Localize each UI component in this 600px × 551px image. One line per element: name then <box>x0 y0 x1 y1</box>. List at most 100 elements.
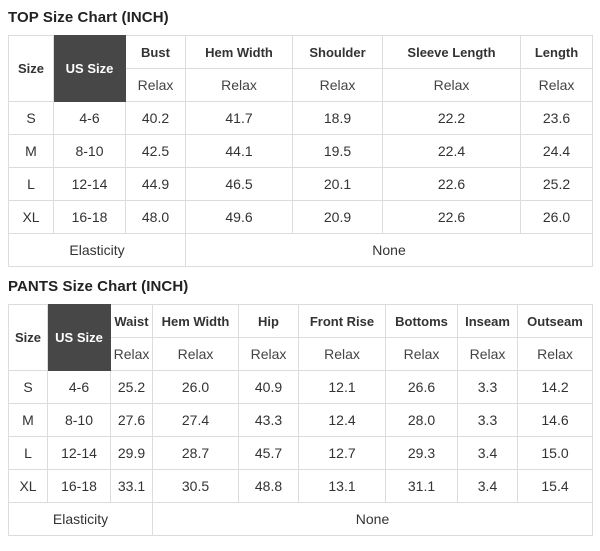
elasticity-label-cell: Elasticity <box>8 502 153 536</box>
header-row: Size US Size Bust Hem Width Shoulder Sleeve… <box>8 35 593 102</box>
measurement-cell: 29.3 <box>385 436 458 470</box>
measure-column-header: Sleeve Length <box>382 35 521 69</box>
measurement-cell: 44.9 <box>125 167 186 201</box>
measurement-cell: 22.2 <box>382 101 521 135</box>
measurement-cell: 3.4 <box>457 469 518 503</box>
measure-column-header: Outseam <box>517 304 593 338</box>
top-size-chart-section: TOP Size Chart (INCH) Size US Size Bust H… <box>8 0 593 267</box>
top-size-table: Size US Size Bust Hem Width Shoulder Sleeve… <box>8 35 593 267</box>
measure-column-header: Bottoms <box>385 304 458 338</box>
size-cell: S <box>8 370 48 404</box>
us-size-cell: 16-18 <box>47 469 111 503</box>
measurement-cell: 46.5 <box>185 167 293 201</box>
elasticity-value-cell: None <box>152 502 593 536</box>
us-size-cell: 16-18 <box>53 200 126 234</box>
us-size-cell: 8-10 <box>47 403 111 437</box>
size-row: L 12-14 29.9 28.7 45.7 12.7 29.3 3.4 15.0 <box>8 436 593 470</box>
measure-column-header: Shoulder <box>292 35 383 69</box>
measurement-cell: 26.0 <box>152 370 239 404</box>
measurement-cell: 15.0 <box>517 436 593 470</box>
measurement-cell: 18.9 <box>292 101 383 135</box>
elasticity-label-cell: Elasticity <box>8 233 186 267</box>
measurement-cell: 19.5 <box>292 134 383 168</box>
size-row: S 4-6 25.2 26.0 40.9 12.1 26.6 3.3 14.2 <box>8 370 593 404</box>
measurement-cell: 28.0 <box>385 403 458 437</box>
measurement-cell: 14.6 <box>517 403 593 437</box>
pants-size-table: Size US Size Waist Hem Width Hip Front Rise… <box>8 304 593 536</box>
measurement-cell: 27.4 <box>152 403 239 437</box>
us-size-cell: 4-6 <box>53 101 126 135</box>
measurement-cell: 48.8 <box>238 469 299 503</box>
measurement-cell: 24.4 <box>520 134 593 168</box>
elasticity-row: Elasticity None <box>8 233 593 267</box>
measurement-cell: 27.6 <box>110 403 153 437</box>
fit-type-cell: Relax <box>520 68 593 102</box>
measurement-cell: 3.3 <box>457 403 518 437</box>
us-size-cell: 12-14 <box>53 167 126 201</box>
measurement-cell: 26.0 <box>520 200 593 234</box>
size-row: XL 16-18 33.1 30.5 48.8 13.1 31.1 3.4 15.4 <box>8 469 593 503</box>
pants-chart-title: PANTS Size Chart (INCH) <box>8 278 189 295</box>
size-cell: M <box>8 403 48 437</box>
measurement-cell: 31.1 <box>385 469 458 503</box>
us-size-column-header: US Size <box>53 35 126 102</box>
measurement-cell: 20.9 <box>292 200 383 234</box>
measure-column-header: Bust <box>125 35 186 69</box>
measurement-cell: 44.1 <box>185 134 293 168</box>
measurement-cell: 40.9 <box>238 370 299 404</box>
measure-column-header: Hem Width <box>185 35 293 69</box>
measurement-cell: 12.1 <box>298 370 386 404</box>
measurement-cell: 40.2 <box>125 101 186 135</box>
measurement-cell: 22.6 <box>382 167 521 201</box>
fit-row: Relax Relax Relax Relax Relax <box>9 68 593 102</box>
size-column-header: Size <box>8 35 54 102</box>
size-row: L 12-14 44.9 46.5 20.1 22.6 25.2 <box>8 167 593 201</box>
size-cell: XL <box>8 200 54 234</box>
size-cell: L <box>8 167 54 201</box>
size-cell: L <box>8 436 48 470</box>
measurement-cell: 26.6 <box>385 370 458 404</box>
measurement-cell: 43.3 <box>238 403 299 437</box>
measurement-cell: 41.7 <box>185 101 293 135</box>
size-cell: XL <box>8 469 48 503</box>
fit-type-cell: Relax <box>517 337 593 371</box>
us-size-column-header: US Size <box>47 304 111 371</box>
fit-type-cell: Relax <box>238 337 299 371</box>
measurement-cell: 15.4 <box>517 469 593 503</box>
fit-type-cell: Relax <box>298 337 386 371</box>
measurement-cell: 49.6 <box>185 200 293 234</box>
measure-column-header: Front Rise <box>298 304 386 338</box>
fit-type-cell: Relax <box>457 337 518 371</box>
fit-type-cell: Relax <box>110 337 153 371</box>
size-row: M 8-10 42.5 44.1 19.5 22.4 24.4 <box>8 134 593 168</box>
elasticity-row: Elasticity None <box>8 502 593 536</box>
measurement-cell: 30.5 <box>152 469 239 503</box>
measurement-cell: 20.1 <box>292 167 383 201</box>
measure-column-header: Hip <box>238 304 299 338</box>
measurement-cell: 13.1 <box>298 469 386 503</box>
size-column-header: Size <box>8 304 48 371</box>
measurement-cell: 29.9 <box>110 436 153 470</box>
measure-column-header: Inseam <box>457 304 518 338</box>
size-row: XL 16-18 48.0 49.6 20.9 22.6 26.0 <box>8 200 593 234</box>
us-size-cell: 12-14 <box>47 436 111 470</box>
size-charts-container: TOP Size Chart (INCH) Size US Size Bust H… <box>8 0 593 536</box>
measurement-cell: 25.2 <box>110 370 153 404</box>
fit-type-cell: Relax <box>125 68 186 102</box>
elasticity-value-cell: None <box>185 233 593 267</box>
measurement-cell: 14.2 <box>517 370 593 404</box>
measurement-cell: 45.7 <box>238 436 299 470</box>
measurement-cell: 3.4 <box>457 436 518 470</box>
measurement-cell: 48.0 <box>125 200 186 234</box>
measurement-cell: 25.2 <box>520 167 593 201</box>
fit-type-cell: Relax <box>292 68 383 102</box>
measurement-cell: 33.1 <box>110 469 153 503</box>
measurement-cell: 22.6 <box>382 200 521 234</box>
fit-type-cell: Relax <box>382 68 521 102</box>
measurement-cell: 42.5 <box>125 134 186 168</box>
measurement-cell: 12.7 <box>298 436 386 470</box>
size-rows: S 4-6 25.2 26.0 40.9 12.1 26.6 3.3 14.2 M 8-10 27.6… <box>8 370 593 503</box>
us-size-cell: 4-6 <box>47 370 111 404</box>
pants-size-chart-section: PANTS Size Chart (INCH) Size US Size Wai… <box>8 267 593 536</box>
header-row: Size US Size Waist Hem Width Hip Front Rise… <box>8 304 593 371</box>
